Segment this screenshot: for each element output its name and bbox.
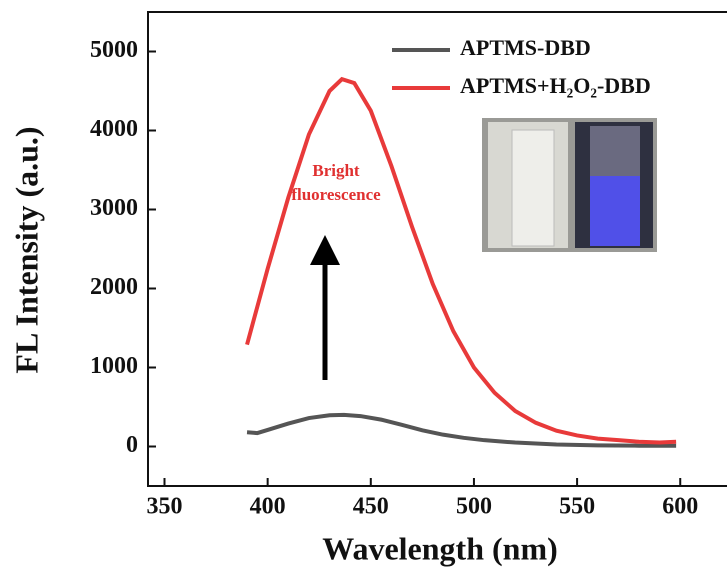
inset-photo bbox=[482, 118, 657, 252]
x-tick-label: 450 bbox=[353, 494, 389, 520]
plot-frame bbox=[147, 11, 727, 487]
annotation: Bright bbox=[312, 161, 360, 180]
x-tick-label: 500 bbox=[456, 494, 492, 520]
series-line bbox=[246, 412, 677, 448]
y-tick-label: 4000 bbox=[90, 116, 138, 142]
annotation: fluorescence bbox=[291, 185, 381, 204]
y-tick-label: 1000 bbox=[90, 353, 138, 379]
y-axis-title: FL Intensity (a.u.) bbox=[8, 126, 44, 373]
x-axis-title: Wavelength (nm) bbox=[322, 530, 558, 566]
y-tick-label: 2000 bbox=[90, 274, 138, 300]
x-tick-label: 550 bbox=[559, 494, 595, 520]
series-line bbox=[245, 76, 677, 445]
y-tick-label: 0 bbox=[126, 432, 138, 458]
legend-label: APTMS+H₂O₂-DBD bbox=[460, 73, 651, 98]
legend-label: APTMS-DBD bbox=[460, 35, 591, 60]
x-tick-label: 600 bbox=[662, 494, 698, 520]
y-tick-label: 3000 bbox=[90, 195, 138, 221]
x-tick-label: 400 bbox=[250, 494, 286, 520]
y-tick-label: 5000 bbox=[90, 37, 138, 63]
x-tick-label: 350 bbox=[147, 494, 183, 520]
